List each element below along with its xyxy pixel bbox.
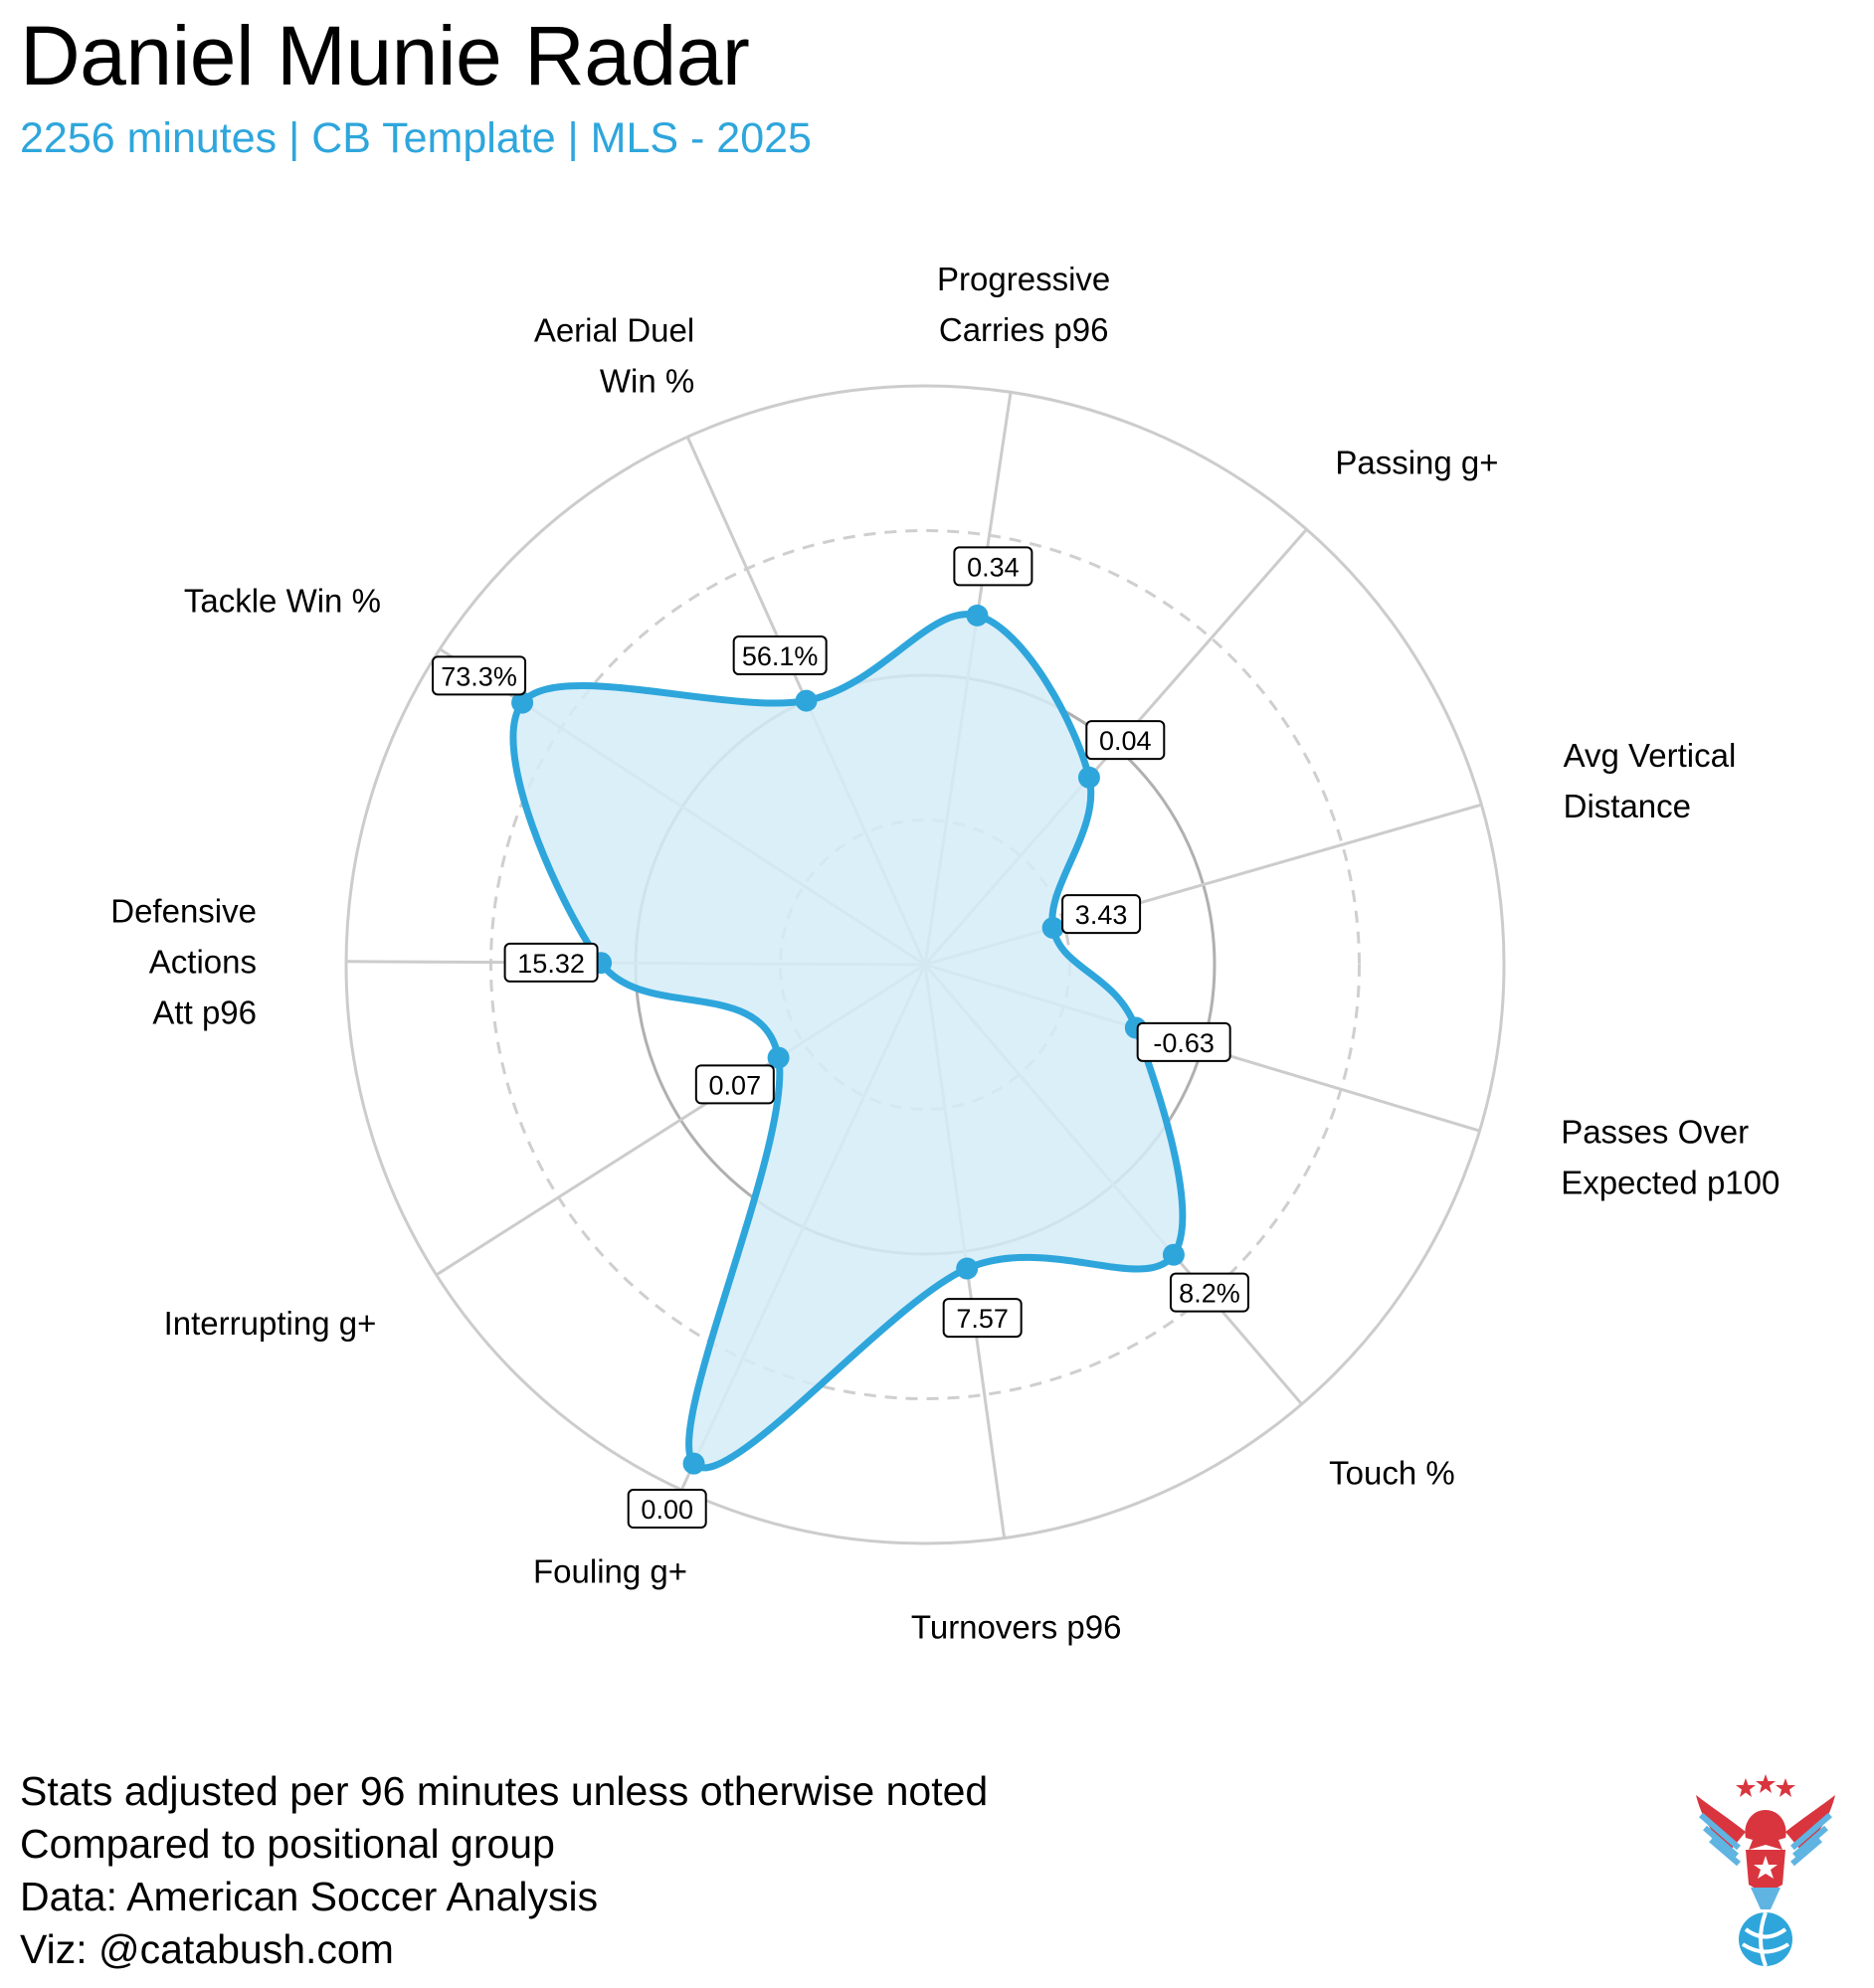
radar-chart: 0.34 0.04 3.43 -0.63 8.2% 7.57 0.00 0.07 15.32 73… (110, 261, 1780, 1646)
axis-label-10: Tackle Win % (184, 583, 381, 620)
page-subtitle: 2256 minutes | CB Template | MLS - 2025 (20, 114, 812, 162)
svg-text:73.3%: 73.3% (441, 661, 517, 691)
grid-ring-3 (489, 529, 1361, 1400)
axis-label-11: Aerial Duel Win % (534, 312, 694, 400)
value-label-11: 56.1% (732, 635, 828, 676)
axis-label-5: Touch % (1329, 1454, 1455, 1491)
value-label-9: 15.32 (503, 942, 599, 983)
svg-text:7.57: 7.57 (956, 1304, 1009, 1334)
value-label-2: 0.04 (1085, 720, 1166, 761)
footer-notes: Stats adjusted per 96 minutes unless oth… (20, 1765, 988, 1976)
radar-value-labels: 0.34 0.04 3.43 -0.63 8.2% 7.57 0.00 0.07 15.32 73… (432, 546, 1249, 1530)
svg-text:0.34: 0.34 (967, 552, 1020, 582)
note-data-source: Data: American Soccer Analysis (20, 1874, 599, 1919)
value-label-8: 0.07 (694, 1064, 775, 1105)
page-title: Daniel Munie Radar (20, 9, 750, 102)
axis-label-4: Passes Over Expected p100 (1561, 1113, 1780, 1200)
axis-label-1: Progressive Carries p96 (937, 261, 1110, 348)
svg-text:-0.63: -0.63 (1153, 1028, 1215, 1058)
note-viz-credit: Viz: @catabush.com (20, 1926, 394, 1972)
radar-points (511, 604, 1185, 1475)
data-point-3 (1041, 917, 1064, 940)
data-point-5 (1162, 1243, 1185, 1266)
radar-series (509, 611, 1187, 1472)
data-point-2 (1077, 766, 1100, 789)
data-point-8 (767, 1046, 790, 1069)
eagle-soccer-ball-logo-icon (1696, 1774, 1835, 1967)
axis-label-6: Turnovers p96 (911, 1609, 1122, 1646)
value-label-1: 0.34 (953, 546, 1033, 587)
radar-area (509, 611, 1187, 1472)
value-label-10: 73.3% (432, 655, 527, 696)
svg-text:3.43: 3.43 (1075, 900, 1128, 930)
value-label-5: 8.2% (1169, 1272, 1249, 1313)
axis-label-9: Defensive Actions Att p96 (110, 892, 257, 1030)
data-point-7 (682, 1452, 705, 1475)
svg-text:56.1%: 56.1% (742, 641, 819, 671)
value-label-7: 0.00 (627, 1489, 707, 1530)
axis-label-7: Fouling g+ (533, 1553, 687, 1590)
data-point-6 (956, 1257, 979, 1280)
value-label-6: 7.57 (942, 1298, 1023, 1339)
svg-text:0.00: 0.00 (641, 1495, 693, 1525)
radar-axis-labels: Progressive Carries p96 Passing g+ Avg Vert… (110, 261, 1780, 1646)
svg-text:0.04: 0.04 (1099, 726, 1152, 756)
note-adjusted: Stats adjusted per 96 minutes unless oth… (20, 1768, 989, 1814)
note-compared: Compared to positional group (20, 1821, 555, 1867)
svg-text:0.07: 0.07 (709, 1070, 762, 1100)
svg-text:15.32: 15.32 (517, 949, 585, 979)
grid-ring-4 (344, 384, 1506, 1545)
value-label-4: -0.63 (1136, 1021, 1231, 1062)
data-point-10 (511, 691, 534, 714)
value-label-3: 3.43 (1061, 894, 1142, 935)
svg-text:8.2%: 8.2% (1179, 1279, 1240, 1309)
axis-label-3: Avg Vertical Distance (1564, 737, 1737, 824)
data-point-11 (795, 689, 818, 712)
axis-label-8: Interrupting g+ (164, 1305, 377, 1342)
data-point-1 (966, 604, 989, 627)
axis-label-2: Passing g+ (1335, 445, 1498, 481)
